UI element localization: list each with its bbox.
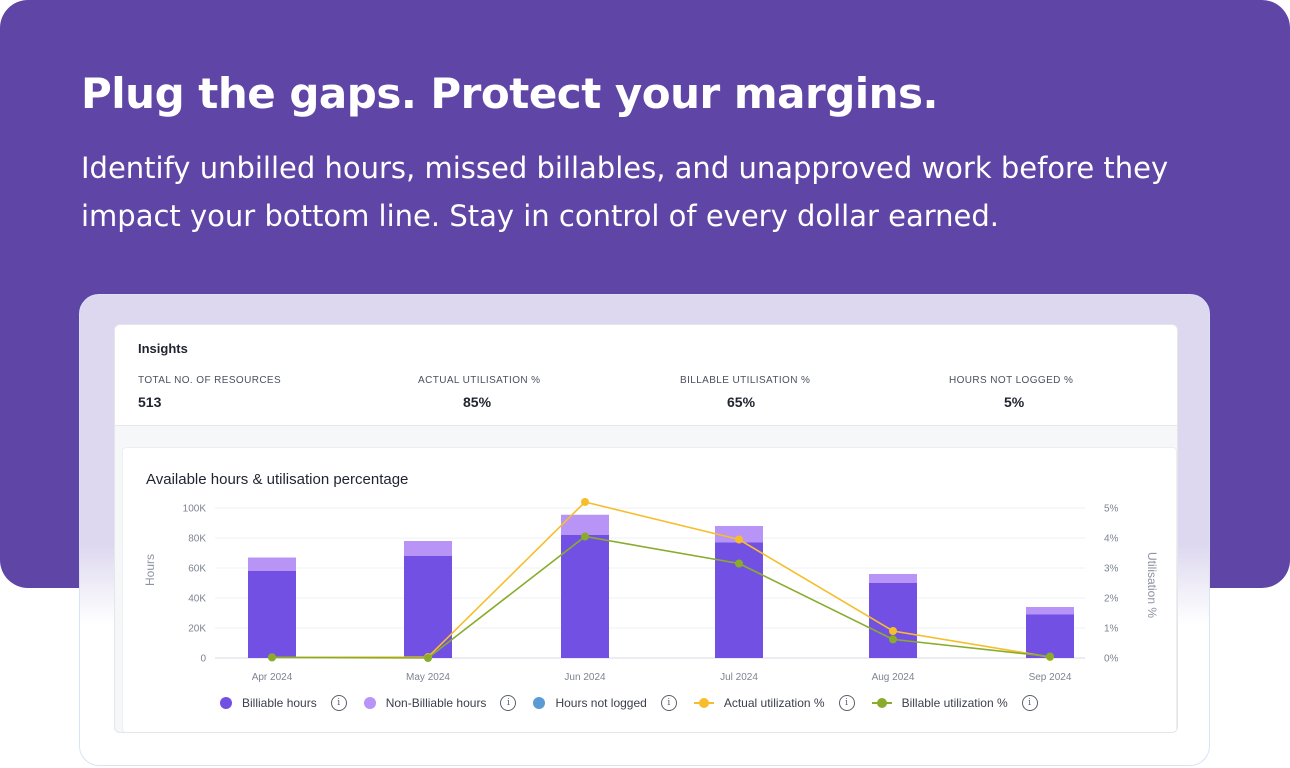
bar-non-billiable-hours bbox=[1026, 607, 1074, 615]
point-actual-utilization- bbox=[735, 535, 743, 544]
bar-billiable-hours bbox=[1026, 614, 1074, 658]
bar-non-billiable-hours bbox=[248, 557, 296, 571]
insights-section: Insights TOTAL NO. OF RESOURCES 513 ACTU… bbox=[115, 325, 1177, 426]
dashboard-panel: Insights TOTAL NO. OF RESOURCES 513 ACTU… bbox=[114, 324, 1178, 733]
metric-value-hours-not-logged: 5% bbox=[1004, 394, 1025, 410]
legend-swatch-actual-utilization bbox=[693, 697, 714, 709]
legend-item-billable-utilization[interactable]: Billable utilization % i bbox=[871, 695, 1038, 711]
metric-value-actual-utilisation: 85% bbox=[463, 394, 492, 410]
metric-value-billable-utilisation: 65% bbox=[727, 394, 756, 410]
x-tick-label: May 2024 bbox=[406, 672, 450, 683]
y-tick-label: 80K bbox=[188, 534, 206, 545]
metric-label-hours-not-logged: HOURS NOT LOGGED % bbox=[949, 375, 1074, 386]
info-circle-icon[interactable]: i bbox=[660, 695, 677, 711]
x-tick-label: Sep 2024 bbox=[1029, 672, 1072, 683]
legend-swatch-billable-utilization bbox=[871, 697, 892, 709]
bar-non-billiable-hours bbox=[869, 574, 917, 583]
bar-non-billiable-hours bbox=[404, 541, 452, 556]
info-circle-icon[interactable]: i bbox=[1021, 695, 1038, 711]
y-tick-label: 100K bbox=[183, 504, 207, 515]
legend-label-billable-hours: Billiable hours bbox=[242, 696, 317, 710]
y2-tick-label: 3% bbox=[1104, 564, 1119, 575]
y-tick-label: 20K bbox=[188, 624, 206, 635]
metric-label-actual-utilisation: ACTUAL UTILISATION % bbox=[418, 375, 541, 386]
bar-non-billiable-hours bbox=[561, 514, 609, 535]
legend-item-hours-not-logged[interactable]: Hours not logged i bbox=[533, 695, 677, 711]
y2-axis-title: Utilisation % bbox=[1145, 552, 1159, 618]
hero-subtitle: Identify unbilled hours, missed billable… bbox=[81, 151, 1169, 233]
chart-card: Available hours & utilisation percentage bbox=[122, 447, 1177, 732]
hero-title: Plug the gaps. Protect your margins. bbox=[81, 69, 939, 118]
y-axis-title: Hours bbox=[143, 554, 157, 586]
metric-label-total-resources: TOTAL NO. OF RESOURCES bbox=[138, 375, 282, 386]
point-billable-utilization- bbox=[424, 654, 432, 662]
legend-item-billable-hours[interactable]: Billiable hours i bbox=[220, 695, 347, 711]
legend-label-non-billable-hours: Non-Billiable hours bbox=[385, 696, 487, 710]
y-tick-label: 0 bbox=[200, 654, 206, 665]
bar-billiable-hours bbox=[404, 556, 452, 658]
legend-item-actual-utilization[interactable]: Actual utilization % i bbox=[693, 695, 855, 711]
point-billable-utilization- bbox=[268, 653, 276, 662]
legend-label-hours-not-logged: Hours not logged bbox=[555, 696, 647, 710]
y2-tick-label: 0% bbox=[1104, 654, 1119, 665]
y2-tick-label: 1% bbox=[1104, 624, 1119, 635]
metric-label-billable-utilisation: BILLABLE UTILISATION % bbox=[680, 375, 811, 386]
y2-tick-label: 4% bbox=[1104, 534, 1119, 545]
x-tick-label: Jul 2024 bbox=[720, 672, 758, 683]
point-actual-utilization- bbox=[581, 498, 589, 506]
point-billable-utilization- bbox=[581, 532, 589, 541]
info-circle-icon[interactable]: i bbox=[838, 695, 855, 711]
info-circle-icon[interactable]: i bbox=[500, 695, 517, 711]
y-tick-label: 60K bbox=[188, 564, 206, 575]
bar-billiable-hours bbox=[561, 535, 609, 658]
point-actual-utilization- bbox=[889, 627, 897, 635]
line-billable-utilization- bbox=[271, 535, 1051, 659]
legend-label-billable-utilization: Billable utilization % bbox=[901, 696, 1008, 710]
point-billable-utilization- bbox=[735, 559, 743, 568]
legend-label-actual-utilization: Actual utilization % bbox=[723, 696, 825, 710]
bar-billiable-hours bbox=[248, 571, 296, 658]
chart-legend: Billiable hours i Non-Billiable hours i … bbox=[220, 692, 1038, 714]
x-tick-label: Aug 2024 bbox=[872, 672, 915, 683]
legend-swatch-hours-not-logged bbox=[533, 697, 546, 709]
info-circle-icon[interactable]: i bbox=[330, 695, 347, 711]
line-actual-utilization- bbox=[271, 501, 1051, 659]
x-tick-label: Apr 2024 bbox=[252, 672, 293, 683]
point-billable-utilization- bbox=[889, 635, 897, 644]
metric-value-total-resources: 513 bbox=[138, 394, 162, 410]
x-tick-label: Jun 2024 bbox=[564, 672, 606, 683]
y-tick-label: 40K bbox=[188, 594, 206, 605]
chart-title: Available hours & utilisation percentage bbox=[146, 471, 409, 488]
legend-swatch-billable-hours bbox=[220, 697, 232, 709]
bar-billiable-hours bbox=[869, 583, 917, 658]
point-billable-utilization- bbox=[1046, 652, 1054, 661]
y2-tick-label: 5% bbox=[1104, 504, 1119, 515]
legend-swatch-non-billable-hours bbox=[363, 697, 376, 709]
insights-title: Insights bbox=[138, 341, 188, 356]
legend-item-non-billable-hours[interactable]: Non-Billiable hours i bbox=[363, 695, 517, 711]
y2-tick-label: 2% bbox=[1104, 594, 1119, 605]
bar-non-billiable-hours bbox=[715, 526, 763, 543]
